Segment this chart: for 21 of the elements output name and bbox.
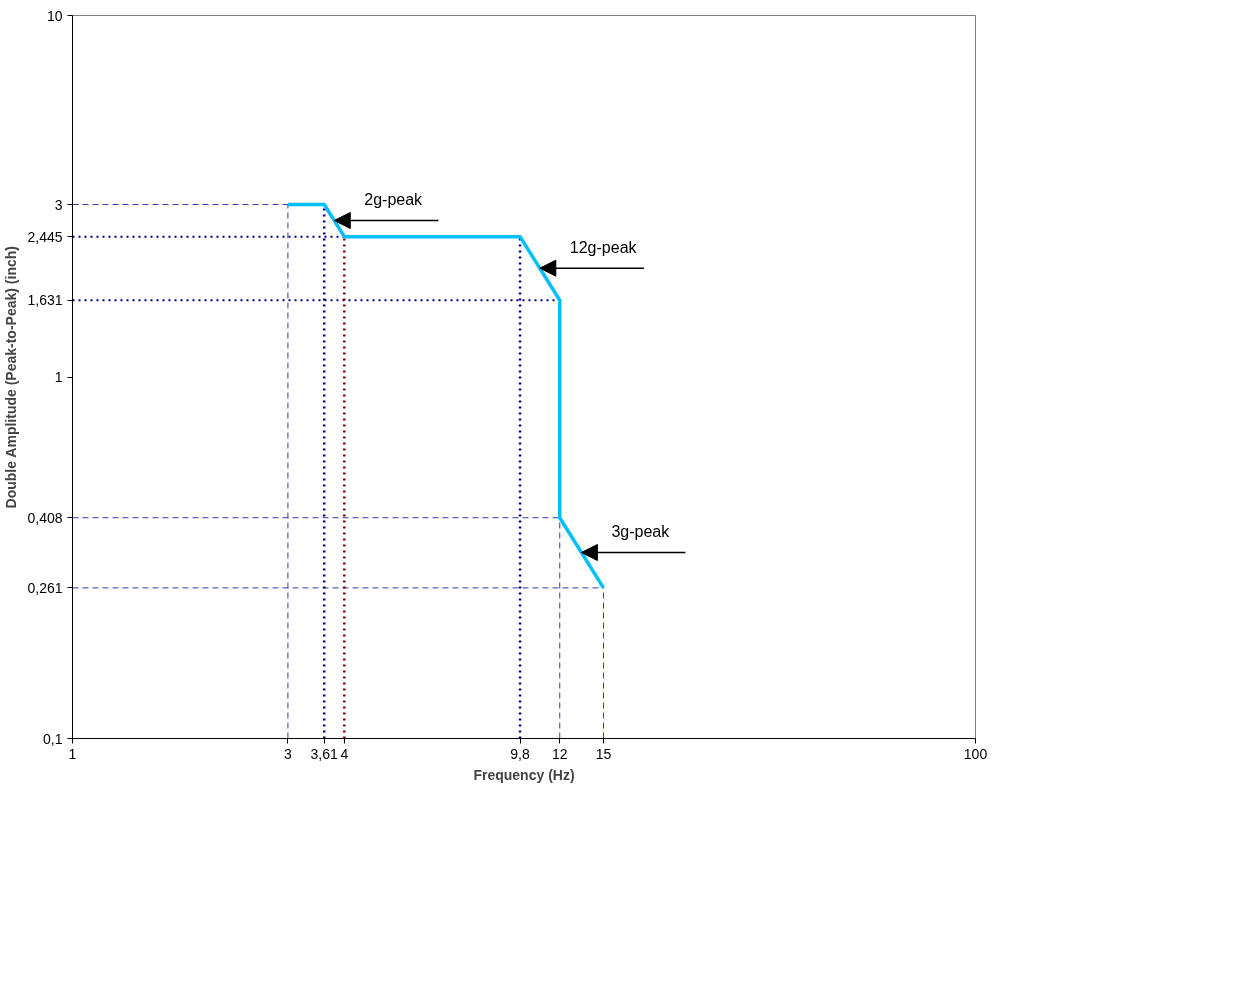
annotation: 2g-peak xyxy=(364,191,424,209)
y-axis-title: Double Amplitude (Peak-to-Peak) (inch) xyxy=(3,246,20,509)
x-tick-label: 100 xyxy=(963,745,988,762)
x-tick-label: 4 xyxy=(340,745,349,762)
y-tick-label: 2,445 xyxy=(27,228,63,245)
y-tick-label: 0,408 xyxy=(27,509,63,526)
x-tick-label: 15 xyxy=(595,745,612,762)
x-tick-label: 12 xyxy=(551,745,568,762)
annotation: 12g-peak xyxy=(569,239,638,257)
annotation: 3g-peak xyxy=(611,523,671,541)
y-tick-label: 1,631 xyxy=(27,292,63,309)
y-tick-label: 0,1 xyxy=(43,730,63,747)
x-tick-label: 1 xyxy=(68,745,77,762)
x-tick-label: 3 xyxy=(284,745,293,762)
x-tick-label: 9,8 xyxy=(510,745,530,762)
x-tick-label: 3,61 xyxy=(310,745,339,762)
x-axis-title: Frequency (Hz) xyxy=(473,766,575,783)
y-tick-label: 3 xyxy=(54,196,63,213)
y-tick-label: 10 xyxy=(46,7,63,24)
y-tick-label: 0,261 xyxy=(27,579,63,596)
y-tick-label: 1 xyxy=(54,369,63,385)
